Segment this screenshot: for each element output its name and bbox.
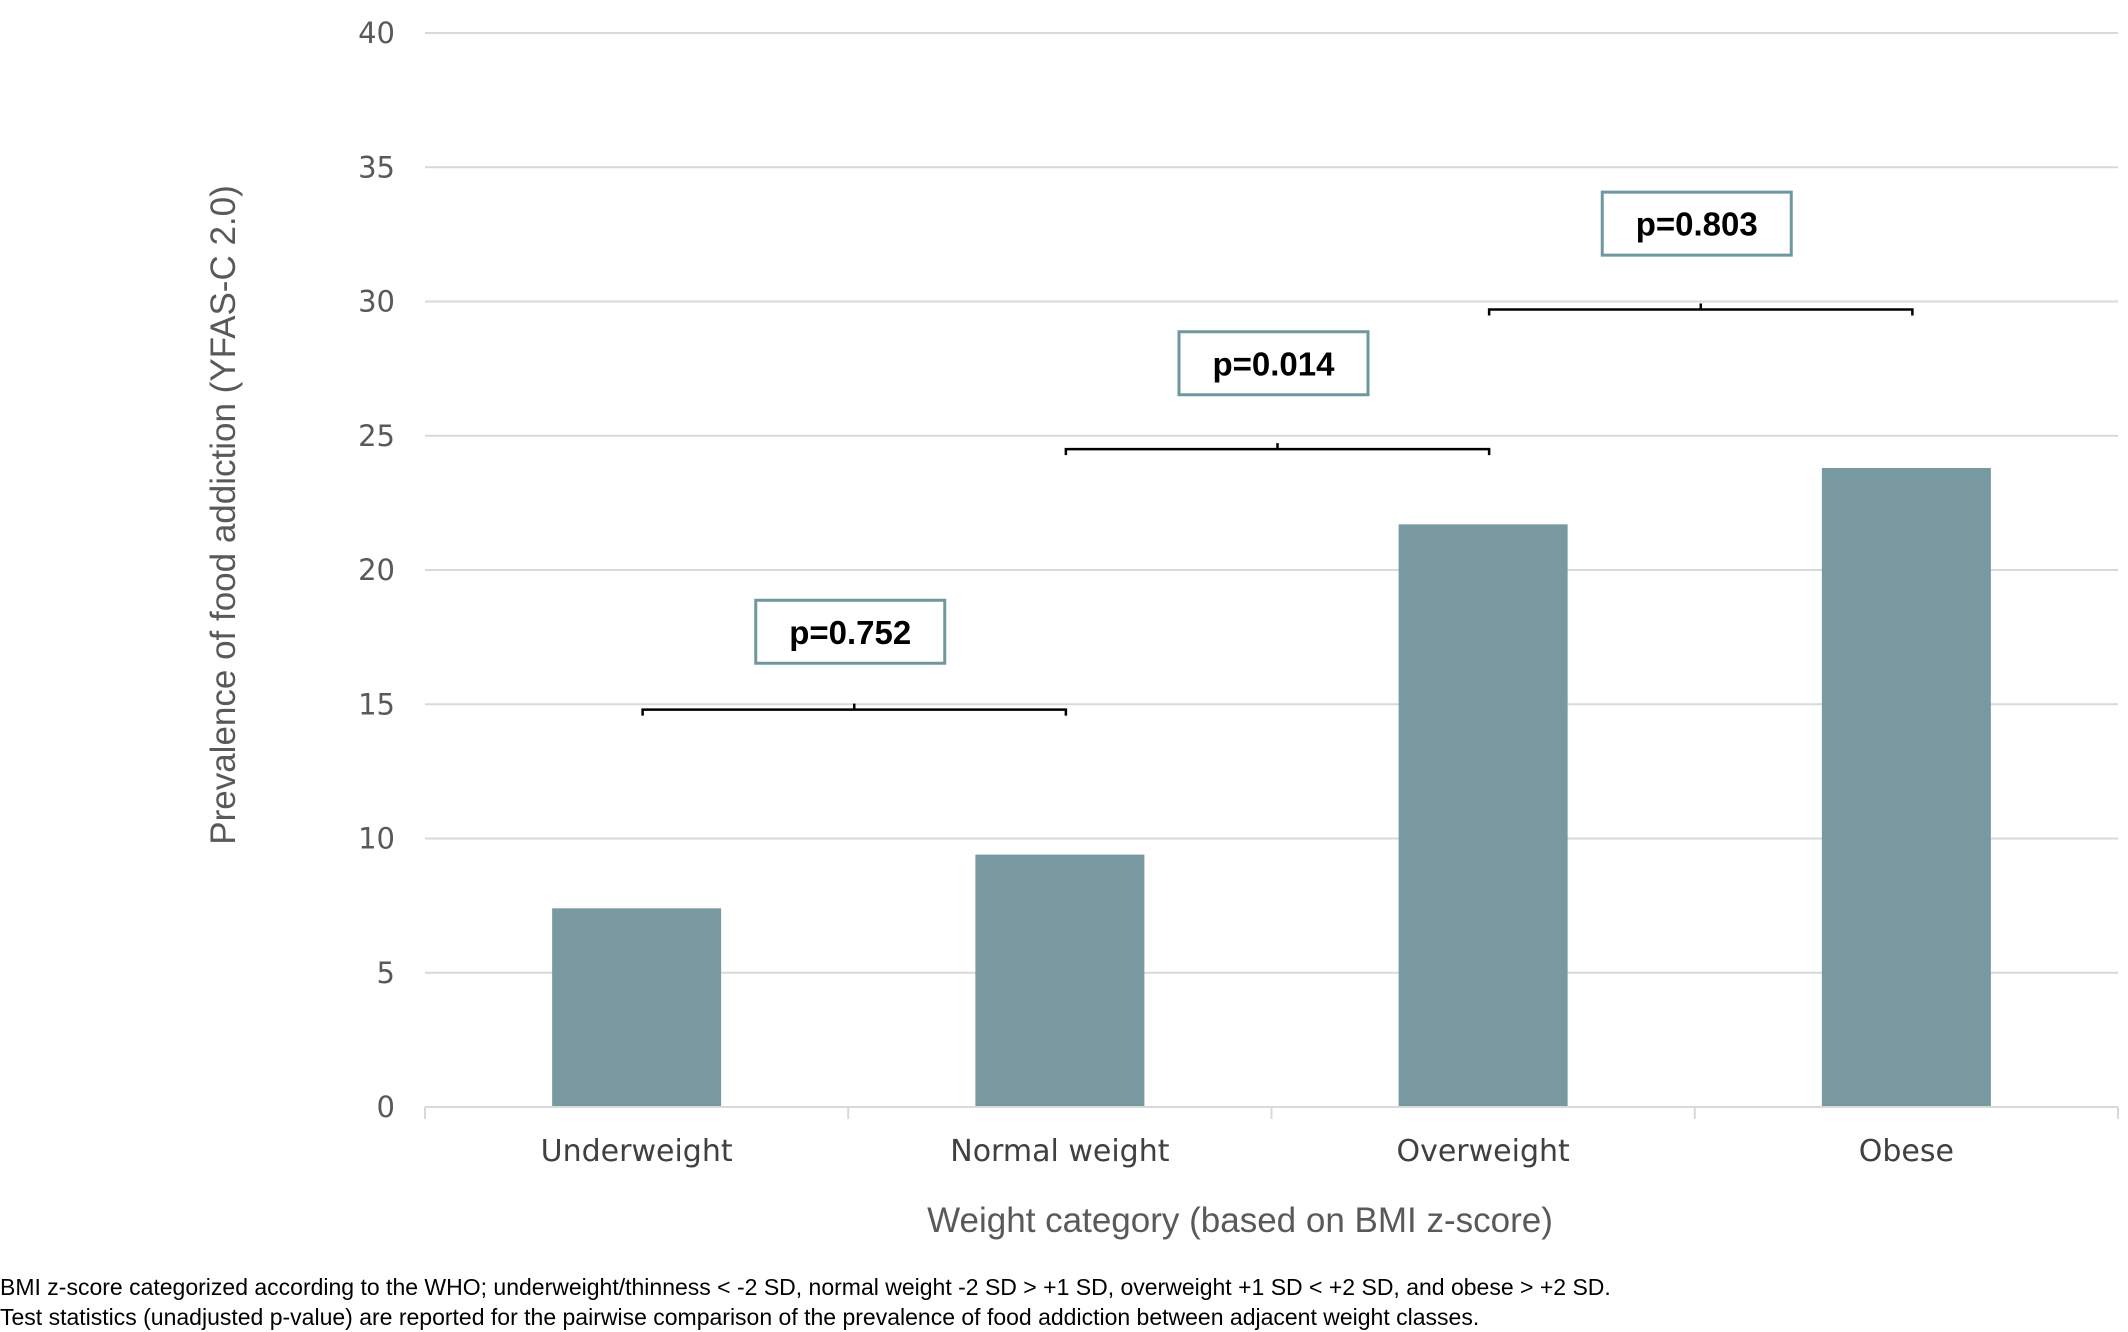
bar-underweight — [552, 908, 722, 1107]
y-tick-labels: 0 5 10 15 20 25 30 35 40 — [358, 16, 395, 1124]
x-tick-label-underweight: Underweight — [541, 1134, 733, 1169]
gridlines — [425, 32, 2118, 974]
bar-obese — [1821, 467, 1991, 1108]
y-tick-label-30: 30 — [358, 285, 395, 319]
comparison-bracket — [1487, 303, 1914, 316]
pairwise-comparisons: p=0.752 p=0.014 p=0.803 — [641, 190, 1914, 716]
bars — [552, 467, 1991, 1108]
footnote-test-statistics: Test statistics (unadjusted p-value) are… — [0, 1304, 1480, 1330]
x-tick-label-normal-weight: Normal weight — [950, 1134, 1169, 1169]
p-value-label: p=0.803 — [1636, 206, 1758, 243]
comparison-bracket — [641, 703, 1068, 716]
x-axis — [424, 1106, 2119, 1119]
y-tick-label-10: 10 — [358, 822, 395, 856]
x-tick-label-overweight: Overweight — [1396, 1134, 1570, 1169]
y-tick-label-35: 35 — [358, 150, 395, 184]
y-tick-label-5: 5 — [377, 956, 395, 990]
p-value-label: p=0.014 — [1212, 345, 1335, 382]
y-axis-title: Prevalence of food addiction (YFAS-C 2.0… — [204, 185, 243, 845]
p-value-box — [754, 598, 947, 665]
y-tick-label-0: 0 — [377, 1090, 395, 1124]
x-tick-label-obese: Obese — [1859, 1134, 1954, 1169]
bar-chart: 0 5 10 15 20 25 30 35 40 Underweight Normal weigh… — [204, 16, 2119, 1240]
bar-normal-weight — [975, 854, 1145, 1107]
y-tick-label-25: 25 — [358, 419, 395, 453]
x-axis-title: Weight category (based on BMI z-score) — [927, 1201, 1553, 1240]
y-tick-label-40: 40 — [358, 16, 395, 50]
p-value-label: p=0.752 — [789, 614, 911, 651]
footnote-bmi-definition: BMI z-score categorized according to the… — [0, 1274, 1611, 1300]
x-tick-labels: Underweight Normal weight Overweight Obese — [541, 1134, 1954, 1169]
p-value-box — [1177, 330, 1370, 397]
p-value-box — [1600, 190, 1793, 257]
y-tick-label-15: 15 — [358, 687, 395, 721]
comparison-bracket — [1064, 443, 1491, 456]
y-tick-label-20: 20 — [358, 553, 395, 587]
bar-overweight — [1398, 524, 1568, 1107]
